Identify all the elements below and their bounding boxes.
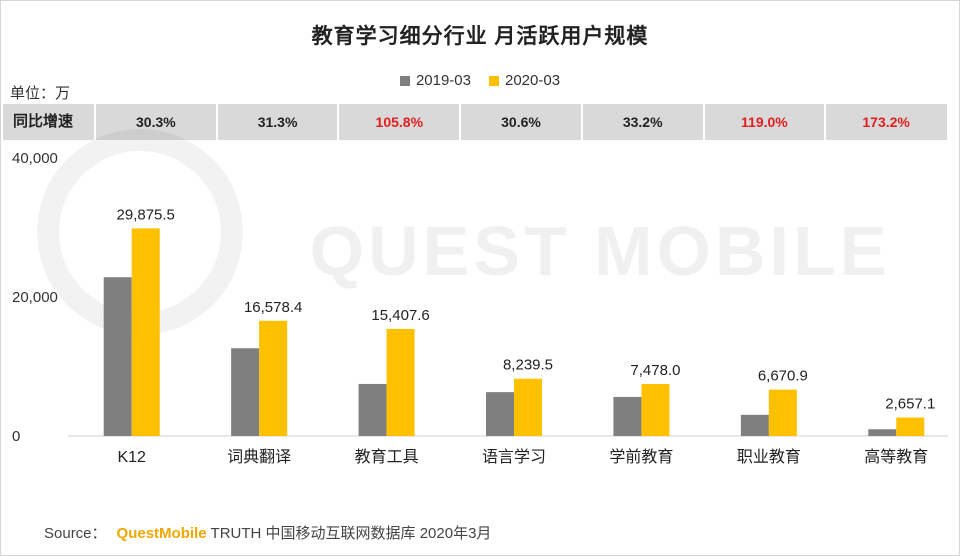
yoy-label: 同比增速	[13, 113, 74, 130]
legend-label-2020: 2020-03	[505, 72, 561, 89]
yoy-value: 105.8%	[375, 114, 424, 130]
x-tick-label: K12	[117, 449, 146, 466]
legend-swatch-2020	[489, 75, 499, 86]
yoy-separator	[580, 104, 583, 140]
legend-item-2020: 2020-03	[489, 72, 560, 89]
legend: 2019-03 2020-03	[0, 72, 960, 89]
data-label: 16,578.4	[244, 299, 302, 316]
bar-2019-03	[358, 383, 387, 436]
bar-2020-03	[641, 384, 670, 436]
data-label: 15,407.6	[371, 307, 429, 324]
unit-label: 单位：万	[10, 85, 71, 102]
data-label: 6,670.9	[758, 368, 808, 385]
yoy-value: 119.0%	[741, 114, 788, 130]
yoy-value: 30.3%	[136, 114, 176, 130]
yoy-value: 33.2%	[622, 114, 663, 130]
y-tick-label: 20,000	[12, 289, 58, 306]
yoy-separator	[459, 104, 462, 140]
bar-2020-03	[514, 378, 542, 436]
x-tick-label: 语言学习	[482, 448, 546, 466]
data-label: 2,657.1	[885, 396, 935, 413]
yoy-value: 30.6%	[501, 114, 541, 130]
yoy-separator	[337, 104, 340, 140]
bar-2020-03	[896, 417, 925, 436]
yoy-value: 173.2%	[862, 114, 910, 130]
bar-2020-03	[768, 389, 797, 436]
bar-2019-03	[231, 348, 260, 436]
source-rest: TRUTH 中国移动互联网数据库 2020年3月	[210, 525, 492, 542]
bar-2019-03	[740, 414, 769, 436]
yoy-value: 31.3%	[257, 114, 298, 130]
bar-2019-03	[486, 392, 514, 436]
bar-2020-03	[386, 328, 415, 436]
bar-2019-03	[613, 396, 642, 436]
source-brand: QuestMobile	[116, 525, 207, 542]
source-prefix: Source：	[44, 525, 107, 542]
data-label: 29,875.5	[117, 206, 175, 223]
bar-2020-03	[131, 228, 160, 436]
yoy-separator	[94, 104, 96, 140]
y-tick-label: 40,000	[12, 150, 58, 167]
yoy-separator	[215, 104, 218, 140]
x-tick-label: 词典翻译	[227, 448, 291, 466]
x-tick-label: 职业教育	[737, 448, 801, 466]
legend-swatch-2019	[399, 75, 410, 86]
bar-2020-03	[259, 320, 288, 436]
source-line: Source： QuestMobile TRUTH 中国移动互联网数据库 2020年…	[44, 522, 491, 543]
yoy-band	[3, 104, 947, 140]
yoy-separator	[702, 104, 705, 140]
x-tick-label: 学前教育	[609, 448, 673, 466]
bar-2019-03	[868, 429, 897, 436]
data-label: 8,239.5	[503, 357, 553, 374]
yoy-separator	[824, 104, 827, 140]
legend-item-2019: 2019-03	[399, 72, 471, 89]
bar-2019-03	[103, 277, 132, 436]
legend-label-2019: 2019-03	[415, 72, 471, 89]
x-tick-label: 教育工具	[355, 448, 419, 466]
y-tick-label: 0	[12, 428, 20, 445]
x-tick-label: 高等教育	[864, 448, 928, 466]
data-label: 7,478.0	[630, 362, 680, 379]
chart-title: 教育学习细分行业 月活跃用户规模	[311, 25, 649, 48]
watermark-text: QUEST MOBILE	[310, 212, 891, 290]
